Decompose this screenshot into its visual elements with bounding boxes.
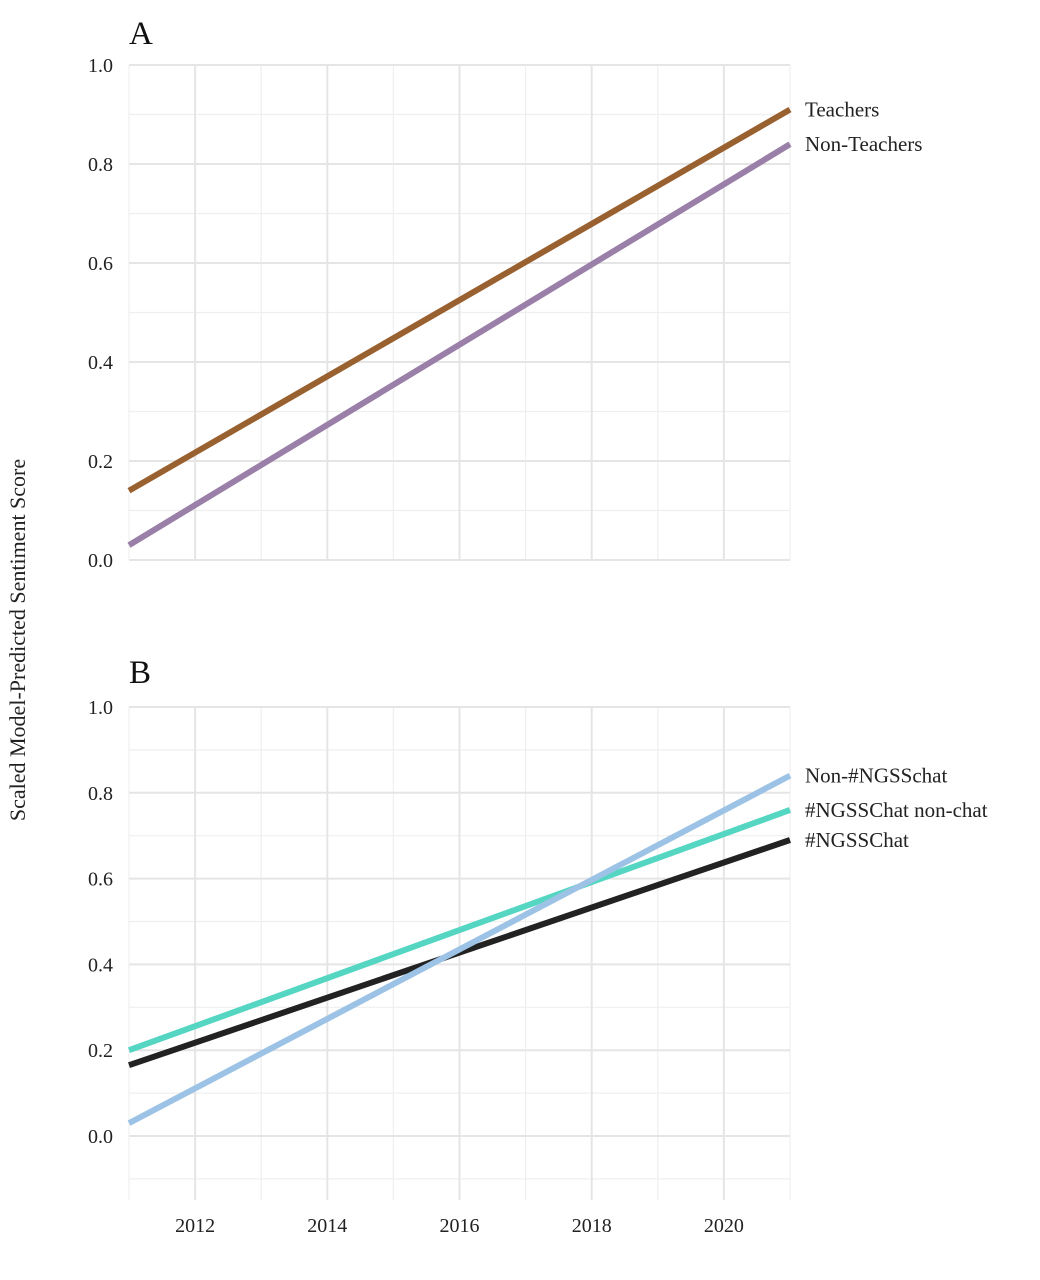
y-tick-label: 0.0 [88,1126,113,1148]
series-line-teachers [127,106,792,494]
x-tick-label: 2014 [307,1215,347,1237]
panel-b: 0.0 0.2 0.4 0.6 0.8 1.0 2012 2014 2016 2018 2020 B N… [88,655,988,1237]
series-label: Teachers [805,98,879,122]
y-tick-label: 0.8 [88,154,113,176]
series-line-non-ngsschat [127,772,792,1126]
y-tick-label: 0.6 [88,869,113,891]
series-label: #NGSSChat [805,828,909,852]
y-axis-label: Scaled Model-Predicted Sentiment Score [5,459,30,821]
series-label: Non-#NGSSchat [805,764,947,788]
panel-label: A [129,16,153,52]
y-tick-label: 0.0 [88,550,113,572]
series-line-non-teachers [127,141,792,548]
y-tick-label: 0.2 [88,451,113,473]
x-tick-label: 2018 [572,1215,612,1237]
series-label: Non-Teachers [805,132,922,156]
panel-label: B [129,655,151,691]
y-tick-label: 0.4 [88,352,113,374]
series-label: #NGSSChat non-chat [805,798,988,822]
series-line--ngsschat-non-chat [127,807,792,1054]
x-tick-label: 2016 [440,1215,480,1237]
x-tick-label: 2012 [175,1215,215,1237]
panel-a: 0.0 0.2 0.4 0.6 0.8 1.0 A Teachers Non-Teachers [88,16,922,572]
y-tick-label: 0.2 [88,1040,113,1062]
x-tick-label: 2020 [704,1215,744,1237]
y-tick-label: 0.6 [88,253,113,275]
y-tick-label: 0.4 [88,954,113,976]
y-tick-label: 0.8 [88,783,113,805]
y-tick-label: 1.0 [88,55,113,77]
y-tick-label: 1.0 [88,697,113,719]
